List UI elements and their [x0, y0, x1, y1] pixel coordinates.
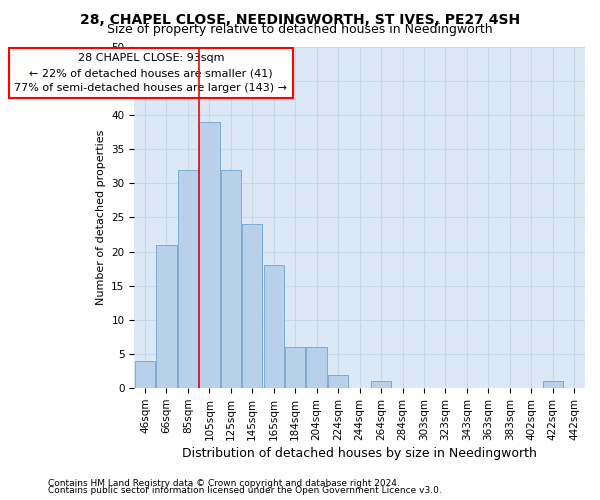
Bar: [135, 361, 155, 388]
Bar: [307, 347, 327, 388]
Text: 28 CHAPEL CLOSE: 93sqm
← 22% of detached houses are smaller (41)
77% of semi-det: 28 CHAPEL CLOSE: 93sqm ← 22% of detached…: [14, 54, 287, 93]
Bar: [285, 347, 305, 388]
Y-axis label: Number of detached properties: Number of detached properties: [96, 130, 106, 305]
Text: 28, CHAPEL CLOSE, NEEDINGWORTH, ST IVES, PE27 4SH: 28, CHAPEL CLOSE, NEEDINGWORTH, ST IVES,…: [80, 12, 520, 26]
Bar: [263, 265, 284, 388]
Bar: [221, 170, 241, 388]
Bar: [371, 382, 391, 388]
Bar: [328, 374, 349, 388]
Bar: [178, 170, 198, 388]
Bar: [199, 122, 220, 388]
X-axis label: Distribution of detached houses by size in Needingworth: Distribution of detached houses by size …: [182, 447, 537, 460]
Text: Contains HM Land Registry data © Crown copyright and database right 2024.: Contains HM Land Registry data © Crown c…: [48, 478, 400, 488]
Bar: [542, 382, 563, 388]
Text: Contains public sector information licensed under the Open Government Licence v3: Contains public sector information licen…: [48, 486, 442, 495]
Bar: [242, 224, 262, 388]
Text: Size of property relative to detached houses in Needingworth: Size of property relative to detached ho…: [107, 24, 493, 36]
Bar: [156, 244, 176, 388]
